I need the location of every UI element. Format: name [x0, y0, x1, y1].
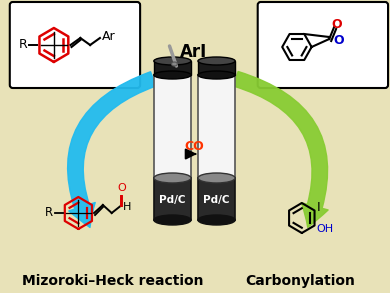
FancyBboxPatch shape: [10, 2, 140, 88]
Text: O: O: [332, 18, 342, 30]
Text: OH: OH: [317, 224, 333, 234]
Text: O: O: [117, 183, 126, 193]
FancyArrowPatch shape: [234, 71, 328, 227]
Text: Ar: Ar: [102, 30, 115, 42]
Ellipse shape: [154, 71, 191, 79]
Text: R: R: [45, 207, 53, 219]
Ellipse shape: [154, 173, 191, 183]
Ellipse shape: [154, 57, 191, 65]
Text: R: R: [19, 38, 27, 52]
Bar: [198, 61, 235, 75]
Ellipse shape: [198, 57, 235, 65]
Bar: [198, 178, 235, 220]
Bar: [198, 75, 235, 178]
Ellipse shape: [198, 173, 235, 183]
Ellipse shape: [154, 215, 191, 225]
Ellipse shape: [172, 62, 177, 66]
Text: I: I: [317, 201, 320, 214]
Text: Mizoroki–Heck reaction: Mizoroki–Heck reaction: [22, 274, 204, 288]
Text: O: O: [333, 33, 344, 47]
Ellipse shape: [198, 215, 235, 225]
Ellipse shape: [198, 71, 235, 79]
Text: Pd/C: Pd/C: [203, 195, 230, 205]
FancyBboxPatch shape: [258, 2, 388, 88]
Text: H: H: [122, 202, 131, 212]
Text: Carbonylation: Carbonylation: [245, 274, 355, 288]
Text: ArI: ArI: [181, 43, 207, 61]
Bar: [154, 61, 191, 75]
Bar: [154, 178, 191, 220]
Text: Pd/C: Pd/C: [159, 195, 186, 205]
Bar: [154, 75, 191, 178]
Text: CO: CO: [184, 139, 204, 152]
FancyArrowPatch shape: [67, 72, 156, 227]
